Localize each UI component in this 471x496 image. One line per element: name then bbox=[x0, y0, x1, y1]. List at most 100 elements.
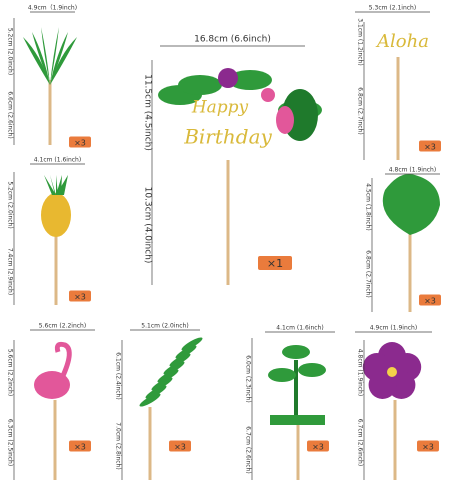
leaf bbox=[163, 361, 185, 375]
count-label: ×3 bbox=[422, 443, 434, 452]
petal bbox=[362, 353, 391, 382]
height-label: 6.7cm (2.6inch) bbox=[245, 426, 252, 473]
stick bbox=[148, 407, 152, 480]
leaf bbox=[157, 369, 179, 383]
height-label: 4.8cm (1.9inch) bbox=[357, 349, 364, 396]
flamingo bbox=[276, 106, 294, 134]
leaf bbox=[181, 337, 203, 351]
flamingo-neck bbox=[54, 341, 72, 380]
width-label: 4.1cm (1.6inch) bbox=[34, 157, 81, 164]
height-label: 10.3cm (4.0inch) bbox=[143, 187, 153, 264]
topper: 5.1cm (2.0inch) 6.1cm (2.4inch) 7.0cm (2.8… bbox=[115, 323, 203, 480]
flamingo-body bbox=[34, 371, 70, 399]
leaf bbox=[50, 37, 77, 85]
count-badge bbox=[419, 140, 441, 152]
artwork-text: Happy bbox=[191, 98, 249, 118]
count-badge bbox=[417, 440, 439, 452]
height-label: 7.4cm (2.9inch) bbox=[7, 248, 14, 295]
leaf bbox=[50, 32, 68, 85]
width-label: 4.9cm（1.9inch) bbox=[28, 5, 77, 12]
topper: 4.8cm (1.9inch) 4.5cm (1.8inch) 6.8cm (2.7… bbox=[365, 167, 441, 312]
leaf bbox=[32, 32, 50, 85]
height-label: 6.0cm (2.3inch) bbox=[245, 355, 252, 402]
count-badge bbox=[69, 290, 91, 302]
height-label: 6.8cm (2.7inch) bbox=[357, 87, 364, 134]
ground bbox=[270, 415, 325, 425]
height-label: 6.7cm (2.6inch) bbox=[357, 419, 364, 466]
count-label: ×3 bbox=[424, 297, 436, 306]
leaf bbox=[44, 175, 56, 195]
palm bbox=[268, 368, 296, 382]
topper: Happy Birthday 16.8cm (6.6inch) 11.5cm (4.5… bbox=[143, 35, 322, 285]
width-label: 4.1cm (1.6inch) bbox=[276, 325, 323, 332]
count-badge bbox=[258, 256, 292, 270]
topper: 4.1cm (1.6inch) 5.2cm (2.0inch) 7.4cm (2.9… bbox=[7, 157, 91, 305]
height-label: 6.6cm (2.6inch) bbox=[7, 91, 14, 138]
stick bbox=[393, 400, 397, 480]
stick bbox=[226, 160, 230, 285]
height-label: 6.3cm (2.5inch) bbox=[7, 419, 14, 466]
height-label: 5.2cm (2.0inch) bbox=[7, 28, 14, 75]
leaf bbox=[41, 27, 50, 85]
palm bbox=[282, 345, 310, 359]
count-badge bbox=[419, 294, 441, 306]
height-label: 11.5cm (4.5inch) bbox=[143, 74, 153, 151]
leaf bbox=[23, 37, 50, 85]
trunk bbox=[294, 360, 298, 420]
leaf bbox=[50, 175, 56, 195]
count-label: ×3 bbox=[74, 443, 86, 452]
width-label: 16.8cm (6.6inch) bbox=[194, 35, 271, 45]
width-label: 5.1cm (2.0inch) bbox=[141, 323, 188, 330]
count-badge bbox=[307, 440, 329, 452]
count-badge bbox=[69, 136, 91, 148]
monstera bbox=[382, 174, 440, 235]
count-label: ×3 bbox=[174, 443, 186, 452]
width-label: 4.9cm (1.9inch) bbox=[370, 325, 417, 332]
stick bbox=[408, 231, 412, 312]
flower bbox=[218, 68, 238, 88]
leaf bbox=[178, 75, 222, 95]
artwork-text: Aloha bbox=[375, 31, 429, 52]
palm bbox=[298, 363, 326, 377]
width-label: 5.6cm (2.2inch) bbox=[39, 323, 86, 330]
stick bbox=[53, 400, 57, 480]
height-label: 6.1cm (2.4inch) bbox=[115, 352, 122, 399]
topper: Aloha 5.3cm (2.1inch) 3.1cm (1.2inch) 6.8cm… bbox=[355, 5, 441, 160]
count-label: ×3 bbox=[74, 139, 86, 148]
center bbox=[387, 367, 397, 377]
stick bbox=[296, 415, 300, 480]
height-label: 5.6cm (2.2inch) bbox=[7, 349, 14, 396]
leaf bbox=[175, 345, 197, 359]
topper: 4.9cm（1.9inch) 5.2cm (2.0inch) 6.6cm (2.6i… bbox=[7, 5, 91, 148]
leaf bbox=[228, 70, 272, 90]
artwork-text: Birthday bbox=[183, 125, 272, 149]
count-label: ×3 bbox=[312, 443, 324, 452]
count-label: ×3 bbox=[74, 293, 86, 302]
count-label: ×3 bbox=[424, 143, 436, 152]
width-label: 4.8cm (1.9inch) bbox=[389, 167, 436, 174]
pineapple bbox=[41, 193, 71, 237]
width-label: 5.3cm (2.1inch) bbox=[369, 5, 416, 12]
height-label: 5.2cm (2.0inch) bbox=[7, 181, 14, 228]
height-label: 4.5cm (1.8inch) bbox=[365, 183, 372, 230]
height-label: 6.8cm (2.7inch) bbox=[365, 250, 372, 297]
count-badge bbox=[69, 440, 91, 452]
stick bbox=[54, 233, 58, 305]
leaf bbox=[139, 393, 161, 407]
leaf bbox=[145, 385, 167, 399]
count-badge bbox=[169, 440, 191, 452]
topper: 4.9cm (1.9inch) 4.8cm (1.9inch) 6.7cm (2.6… bbox=[355, 325, 439, 480]
stick bbox=[48, 80, 52, 145]
leaf bbox=[50, 27, 59, 85]
leaf bbox=[151, 377, 173, 391]
leaf bbox=[169, 353, 191, 367]
stick bbox=[396, 57, 400, 160]
leaf bbox=[56, 175, 68, 195]
topper: 4.1cm (1.6inch) 6.0cm (2.3inch) 6.7cm (2.6… bbox=[245, 325, 335, 480]
flower bbox=[261, 88, 275, 102]
topper: 5.6cm (2.2inch) 5.6cm (2.2inch) 6.3cm (2.5… bbox=[7, 323, 95, 480]
count-label: ×1 bbox=[267, 257, 283, 270]
height-label: 3.1cm (1.2inch) bbox=[357, 18, 364, 65]
height-label: 7.0cm (2.8inch) bbox=[115, 422, 122, 469]
